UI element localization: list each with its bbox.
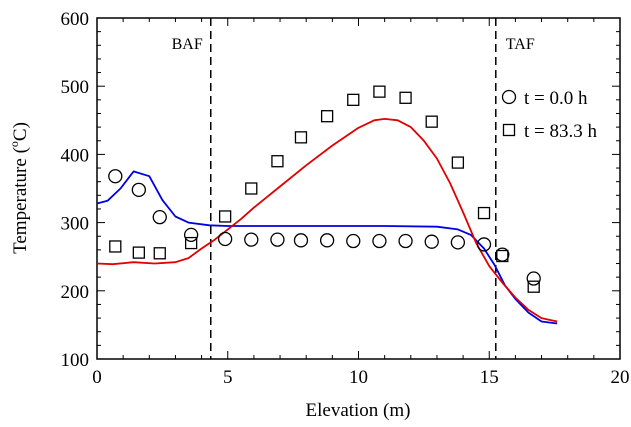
circle-marker [398, 233, 413, 249]
x-tick-label: 10 [349, 367, 368, 388]
square-marker [153, 247, 166, 260]
square-marker [399, 91, 412, 104]
series-line [96, 118, 558, 323]
y-tick-label: 200 [61, 282, 90, 303]
y-tick-label: 600 [61, 9, 90, 30]
legend-label: t = 0.0 h [524, 88, 588, 109]
y-tick-label: 100 [61, 350, 90, 371]
series-lines [96, 118, 558, 325]
square-marker [218, 210, 232, 223]
legend-square-marker [502, 123, 516, 137]
series-markers [108, 85, 541, 293]
circle-marker [476, 237, 492, 252]
x-tick-label: 20 [611, 367, 630, 388]
square-marker [477, 206, 491, 220]
circle-marker [346, 233, 361, 249]
reference-lines: BAF TAF [172, 18, 535, 359]
circle-marker [152, 209, 167, 225]
square-marker [320, 110, 334, 123]
y-tick-label: 400 [61, 145, 90, 166]
circle-marker [450, 235, 466, 250]
reference-line-label: TAF [506, 36, 535, 53]
square-marker [109, 240, 122, 253]
circle-marker [293, 233, 309, 248]
square-marker [245, 182, 258, 195]
square-marker [294, 131, 308, 144]
y-tick-label: 500 [61, 77, 90, 98]
legend-label: t = 83.3 h [524, 121, 597, 142]
plot-frame [96, 17, 621, 360]
x-tick-label: 5 [223, 367, 233, 388]
y-axis-label-superscript: o [7, 141, 21, 147]
circle-marker [270, 232, 285, 247]
square-marker [373, 85, 386, 98]
circle-marker [244, 232, 259, 247]
legend: t = 0.0 h t = 83.3 h [501, 88, 597, 142]
circle-marker [217, 231, 233, 247]
square-marker [347, 93, 360, 106]
axis-ticks [96, 17, 621, 360]
circle-marker [183, 227, 199, 243]
circle-marker [372, 233, 387, 249]
x-axis-label: Elevation (m) [306, 400, 411, 421]
x-tick-label: 15 [480, 367, 499, 388]
legend-circle-marker [501, 89, 517, 105]
circle-marker [108, 169, 123, 184]
axis-tick-labels: 0 5 10 15 20 100 200 300 400 500 600 [61, 9, 630, 388]
square-marker [451, 156, 465, 169]
circle-marker [424, 234, 439, 249]
circle-marker [131, 182, 146, 198]
square-marker [184, 236, 198, 250]
x-tick-label: 0 [92, 367, 102, 388]
square-marker [271, 155, 284, 168]
y-axis-label-end: C) [10, 122, 31, 141]
circle-marker [526, 271, 541, 286]
square-marker [425, 115, 438, 128]
square-marker [496, 249, 509, 263]
circle-marker [319, 233, 335, 248]
y-tick-label: 300 [61, 214, 90, 235]
square-marker [527, 280, 540, 293]
y-axis-label: Temperature (oC) [7, 122, 31, 254]
square-marker [132, 246, 145, 259]
y-axis-label-main: Temperature ( [10, 147, 31, 254]
reference-line-label: BAF [172, 36, 203, 53]
